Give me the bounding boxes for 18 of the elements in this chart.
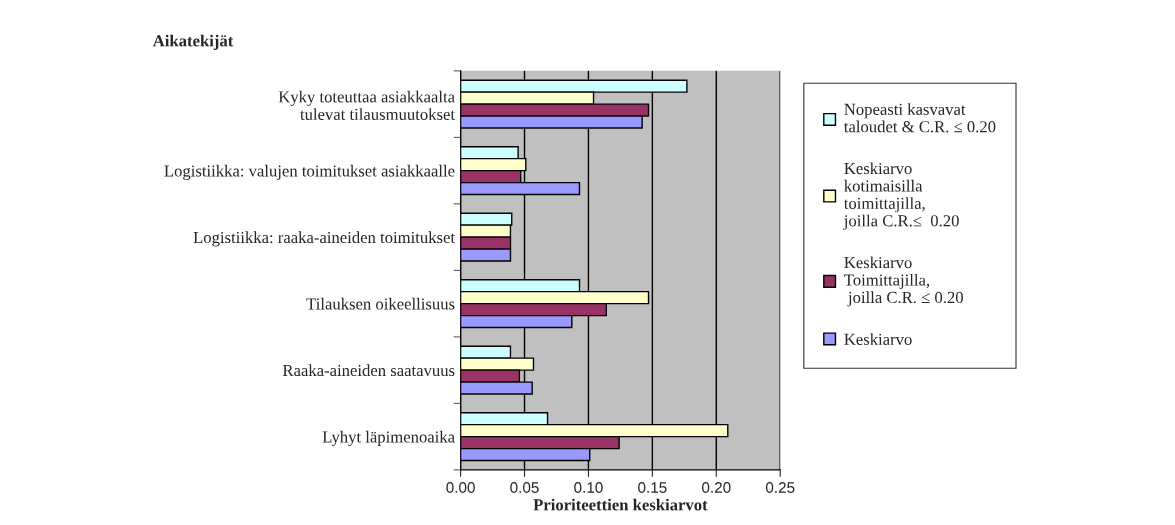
x-tick-label: 0.25 (765, 482, 795, 493)
legend-label: Keskiarvo (844, 333, 912, 345)
x-tick-label: 0.15 (638, 482, 667, 493)
x-tick-label: 0.00 (446, 482, 475, 493)
legend-label: Keskiarvo kotimaisilla toimittajilla, joilla C.R.≤ 0.20 (843, 162, 959, 230)
x-tick-label: 0.05 (510, 482, 539, 493)
y-tick-label: Raaka-aineiden saatavuus (282, 364, 455, 377)
x-tick-label: 0.10 (574, 482, 603, 493)
x-axis-title: Prioriteettien keskiarvot (533, 498, 708, 511)
legend-label: Keskiarvo Toimittajilla, joilla C.R. ≤ 0.20 (844, 256, 963, 307)
y-tick-label: Lyhyt läpimenoaika (322, 430, 455, 446)
y-tick-label: Logistiikka: valujen toimitukset asiakkaalle (164, 164, 455, 180)
legend-label: Nopeasti kasvavat taloudet & C.R. ≤ 0.20 (843, 103, 996, 133)
x-tick-label: 0.20 (702, 482, 731, 493)
y-tick-label: Logistiikka: raaka-aineiden toimitukset (193, 231, 455, 247)
y-tick-label: Tilauksen oikeellisuus (306, 297, 455, 310)
y-axis-title: Aikatekijät (152, 34, 234, 50)
y-tick-label: Kyky toteuttaa asiakkaalta tulevat tilausmuutokset (278, 90, 455, 120)
